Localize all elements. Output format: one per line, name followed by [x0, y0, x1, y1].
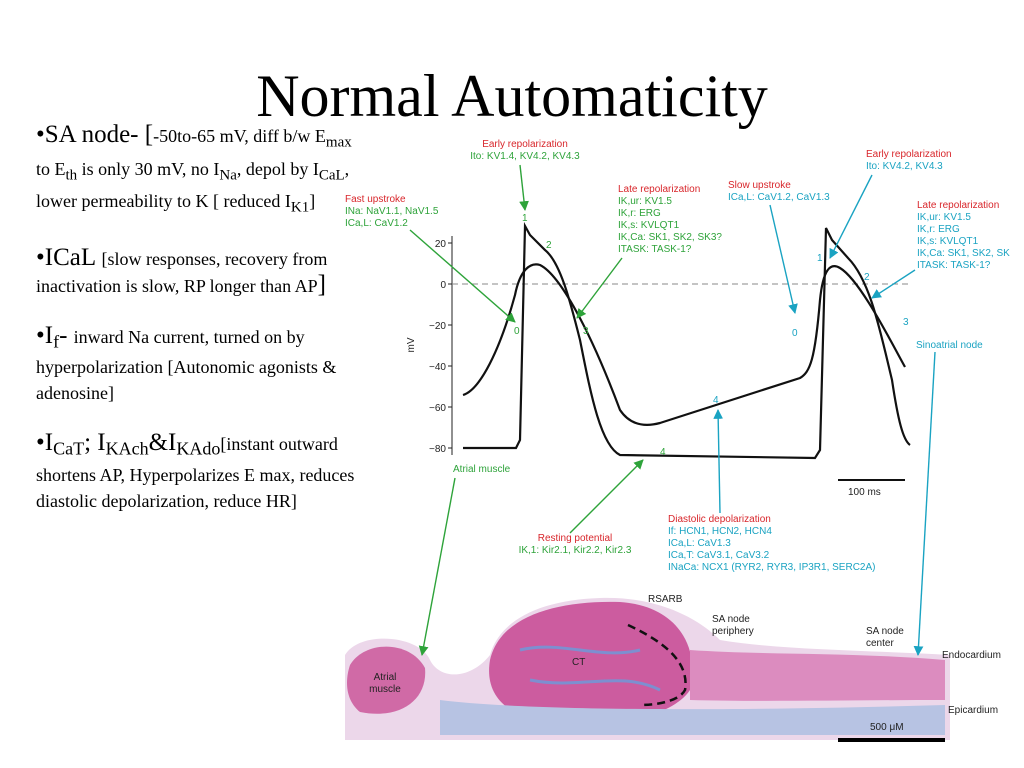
annotation-line: IK,Ca: SK1, SK2, SK3? [618, 232, 722, 243]
phase-label: 1 [522, 213, 528, 224]
annotation-line: ITASK: TASK-1? [618, 244, 692, 255]
trace-label: Sinoatrial node [916, 340, 983, 351]
bullet: •If- inward Na current, turned on by hyp… [36, 321, 366, 407]
text: -50to-65 mV, diff b/w E [153, 126, 326, 146]
annotation-title: Fast upstroke [345, 194, 406, 205]
text: CaT [53, 438, 85, 459]
histology-label: muscle [369, 684, 401, 695]
text: KAch [105, 438, 149, 459]
bullet: •SA node- [-50to-65 mV, diff b/w Emax to… [36, 122, 366, 221]
histology-label: periphery [712, 626, 754, 637]
y-tick-label: −40 [429, 362, 446, 373]
phase-label: 4 [660, 447, 666, 458]
scale-label: 500 μM [870, 722, 904, 733]
text: ; I [84, 429, 106, 457]
sa-trace [462, 263, 906, 426]
annotation-title: Early repolarization [866, 149, 952, 160]
y-ticks [448, 242, 452, 449]
annotation-line: INa: NaV1.1, NaV1.5 [345, 206, 439, 217]
annotation-title: Diastolic depolarization [668, 514, 771, 525]
bullet-list: •SA node- [-50to-65 mV, diff b/w Emax to… [36, 122, 366, 538]
annotation-line: If: HCN1, HCN2, HCN4 [668, 526, 772, 537]
annotation-line: Ito: KV4.2, KV4.3 [866, 161, 943, 172]
histology-label: center [866, 638, 894, 649]
text: , depol by I [236, 158, 319, 179]
phase-label: 3 [903, 317, 909, 328]
histology-label: Epicardium [948, 705, 998, 716]
y-tick-label: 20 [435, 239, 447, 250]
annotation-line: IK,1: Kir2.1, Kir2.2, Kir2.3 [519, 545, 632, 556]
slide-title: Normal Automaticity [256, 63, 768, 129]
histology-label: Atrial [374, 672, 397, 683]
text: •SA node- [ [36, 121, 154, 148]
text: max [325, 134, 352, 151]
y-axis-label: mV [406, 337, 417, 352]
text: f [53, 331, 60, 352]
arrows [409, 164, 936, 656]
histology-label: RSARB [648, 594, 683, 605]
text: K1 [290, 199, 310, 216]
text: , lower permeability to K [ reduced I [36, 158, 350, 212]
bullet: •ICaL [slow responses, recovery from ina… [36, 243, 366, 299]
text: to E [36, 158, 66, 179]
phase-label: 3 [583, 326, 589, 337]
text: - [59, 321, 74, 349]
annotation-title: Late repolarization [618, 184, 700, 195]
annotation-line: Ito: KV1.4, KV4.2, KV4.3 [470, 151, 580, 162]
phase-label: 0 [792, 328, 798, 339]
annotation-title: Resting potential [538, 533, 613, 544]
text: •ICaL [36, 243, 102, 271]
text: ] [317, 270, 326, 298]
text: [instant outward shortens AP, Hyperpolar… [36, 434, 355, 511]
annotation-line: IK,s: KVLQT1 [917, 236, 979, 247]
text: [slow responses, recovery from inactivat… [36, 248, 328, 296]
y-tick-label: −20 [429, 321, 446, 332]
text: ] [309, 191, 316, 212]
trace-label: Atrial muscle [453, 464, 511, 475]
y-tick-label: −80 [429, 444, 446, 455]
text: CaL [318, 167, 345, 184]
annotation-line: INaCa: NCX1 (RYR2, RYR3, IP3R1, SERC2A) [668, 562, 875, 573]
phase-label: 1 [817, 253, 823, 264]
text: th [65, 167, 78, 184]
bullet: •ICaT; IKAch&IKAdo[instant outward short… [36, 430, 366, 514]
phase-label: 2 [546, 240, 552, 251]
atrial-trace [463, 221, 911, 460]
text: •I [36, 321, 54, 349]
annotation-line: ICa,T: CaV3.1, CaV3.2 [668, 550, 770, 561]
y-tick-label: 0 [440, 280, 446, 291]
y-tick-label: −60 [429, 403, 446, 414]
annotation-line: IK,s: KVLQT1 [618, 220, 680, 231]
annotation-line: IK,r: ERG [618, 208, 661, 219]
text: &I [148, 429, 177, 457]
histology-label: SA node [712, 614, 750, 625]
annotation-line: ICa,L: CaV1.3 [668, 538, 731, 549]
phase-label: 2 [864, 272, 870, 283]
annotation-line: ITASK: TASK-1? [917, 260, 991, 271]
text: is only 30 mV, no I [77, 158, 220, 179]
text: Na [219, 167, 237, 184]
annotation-line: IK,Ca: SK1, SK2, SK [917, 248, 1010, 259]
annotation-line: IK,ur: KV1.5 [618, 196, 672, 207]
histology-image [345, 597, 950, 742]
text: inward Na current, turned on by hyperpol… [36, 326, 337, 404]
histology-label: Endocardium [942, 650, 1001, 661]
histology-label: SA node [866, 626, 904, 637]
annotation-title: Late repolarization [917, 200, 999, 211]
annotation-title: Slow upstroke [728, 180, 791, 191]
text: KAdo [176, 438, 221, 459]
annotation-line: ICa,L: CaV1.2, CaV1.3 [728, 192, 830, 203]
phase-label: 0 [514, 326, 520, 337]
annotation-line: IK,r: ERG [917, 224, 960, 235]
text: •I [36, 429, 54, 457]
annotation-title: Early repolarization [482, 139, 568, 150]
histology-label: CT [572, 657, 585, 668]
time-scale-label: 100 ms [848, 487, 881, 498]
phase-label: 4 [713, 395, 719, 406]
annotation-line: ICa,L: CaV1.2 [345, 218, 408, 229]
annotation-line: IK,ur: KV1.5 [917, 212, 971, 223]
